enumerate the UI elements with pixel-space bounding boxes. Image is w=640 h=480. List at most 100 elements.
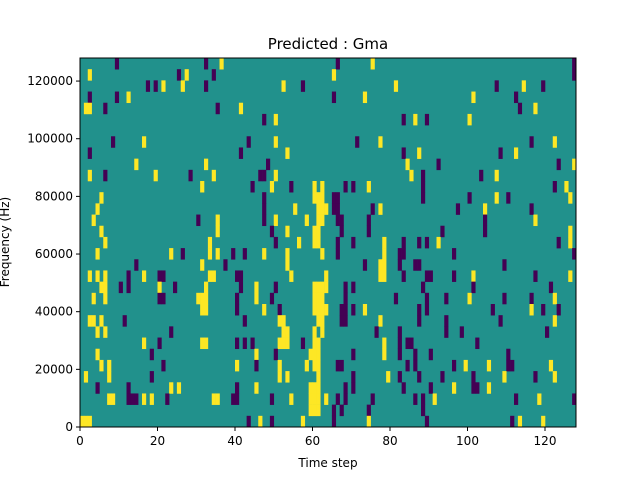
heatmap-cell-positive bbox=[320, 304, 325, 316]
x-tick-label: 20 bbox=[150, 434, 165, 448]
heatmap-cell-positive bbox=[316, 203, 321, 215]
heatmap-cell-positive bbox=[83, 102, 89, 115]
heatmap-cell-negative bbox=[401, 147, 406, 159]
heatmap-cell-positive bbox=[254, 348, 259, 361]
heatmap-cell-positive bbox=[285, 337, 290, 350]
heatmap-cell-positive bbox=[316, 225, 321, 238]
x-tick-label: 120 bbox=[534, 434, 557, 448]
heatmap-cells bbox=[80, 58, 577, 428]
heatmap-cell-positive bbox=[99, 225, 104, 238]
heatmap-cell-positive bbox=[87, 270, 92, 282]
heatmap-cell-negative bbox=[273, 236, 278, 249]
heatmap-cell-positive bbox=[316, 214, 321, 227]
heatmap-cell-positive bbox=[568, 236, 573, 249]
heatmap-cell-negative bbox=[188, 169, 193, 182]
heatmap-cell-positive bbox=[366, 181, 371, 193]
heatmap-cell-negative bbox=[444, 315, 449, 327]
heatmap-cell-negative bbox=[145, 80, 151, 92]
heatmap-cell-negative bbox=[242, 315, 247, 327]
heatmap-cell-positive bbox=[207, 270, 213, 282]
y-tick-label: 100000 bbox=[27, 132, 73, 146]
heatmap-cell-negative bbox=[533, 371, 538, 383]
heatmap-cell-negative bbox=[153, 80, 158, 92]
heatmap-cell-negative bbox=[417, 259, 422, 271]
heatmap-cell-positive bbox=[393, 80, 399, 92]
heatmap-cell-positive bbox=[215, 248, 220, 260]
heatmap-cell-negative bbox=[436, 158, 441, 171]
heatmap-cell-negative bbox=[238, 270, 244, 282]
heatmap-cell-negative bbox=[572, 248, 577, 260]
y-axis-ticks: 0 20000 40000 60000 80000 100000 120000 bbox=[27, 74, 80, 434]
heatmap-cell-positive bbox=[254, 281, 259, 294]
heatmap-cell-positive bbox=[103, 236, 108, 249]
heatmap-cell-negative bbox=[529, 203, 534, 215]
heatmap-cell-negative bbox=[289, 181, 294, 193]
heatmap-cell-negative bbox=[510, 415, 515, 428]
heatmap-cell-positive bbox=[382, 259, 387, 271]
heatmap-cell-negative bbox=[335, 236, 340, 249]
heatmap-cell-negative bbox=[370, 393, 375, 405]
heatmap-cell-positive bbox=[200, 292, 205, 305]
heatmap-cell-negative bbox=[204, 58, 209, 70]
heatmap-cell-negative bbox=[502, 259, 507, 271]
heatmap-cell-negative bbox=[126, 393, 131, 405]
heatmap-cell-negative bbox=[95, 382, 100, 394]
heatmap-cell-negative bbox=[351, 236, 356, 249]
heatmap-cell-positive bbox=[134, 158, 139, 171]
heatmap-cell-negative bbox=[572, 393, 577, 405]
heatmap-cell-positive bbox=[87, 69, 92, 81]
heatmap-cell-negative bbox=[428, 382, 433, 394]
heatmap-cell-negative bbox=[517, 102, 523, 115]
heatmap-cell-negative bbox=[262, 203, 267, 215]
heatmap-cell-positive bbox=[277, 371, 282, 383]
heatmap-cell-negative bbox=[351, 281, 356, 294]
heatmap-cell-positive bbox=[207, 236, 213, 249]
heatmap-cell-positive bbox=[568, 192, 573, 204]
heatmap-cell-negative bbox=[424, 304, 430, 316]
heatmap-cell-positive bbox=[103, 326, 108, 338]
heatmap-cell-positive bbox=[312, 192, 317, 204]
heatmap-cell-negative bbox=[134, 259, 139, 271]
heatmap-cell-positive bbox=[541, 415, 546, 428]
heatmap-cell-negative bbox=[545, 326, 550, 338]
heatmap-cell-positive bbox=[382, 348, 387, 361]
heatmap-cell-positive bbox=[324, 304, 329, 316]
heatmap-cell-positive bbox=[548, 359, 554, 372]
heatmap-cell-positive bbox=[83, 415, 89, 428]
heatmap-cell-negative bbox=[471, 281, 476, 294]
heatmap-cell-negative bbox=[335, 192, 340, 204]
heatmap-cell-negative bbox=[331, 192, 337, 204]
heatmap-cell-negative bbox=[424, 113, 430, 126]
heatmap-cell-negative bbox=[413, 259, 418, 271]
heatmap-cell-negative bbox=[262, 214, 267, 227]
heatmap-cell-positive bbox=[300, 415, 306, 428]
heatmap-cell-positive bbox=[529, 304, 534, 316]
heatmap-cell-positive bbox=[281, 315, 286, 327]
heatmap-cell-positive bbox=[324, 203, 329, 215]
x-tick-label: 80 bbox=[382, 434, 397, 448]
heatmap-cell-positive bbox=[378, 136, 383, 148]
heatmap-cell-positive bbox=[382, 270, 387, 282]
heatmap-cell-positive bbox=[564, 181, 569, 193]
heatmap-cell-positive bbox=[107, 371, 112, 383]
heatmap-cell-positive bbox=[91, 292, 96, 305]
heatmap-cell-negative bbox=[366, 225, 371, 238]
heatmap-cell-positive bbox=[95, 326, 100, 338]
y-tick-label: 60000 bbox=[35, 247, 73, 261]
heatmap-cell-negative bbox=[273, 348, 278, 361]
heatmap-cell-positive bbox=[204, 304, 209, 316]
heatmap-cell-negative bbox=[335, 359, 340, 372]
heatmap-cell-negative bbox=[173, 281, 178, 294]
heatmap-cell-positive bbox=[161, 80, 166, 92]
heatmap-cell-negative bbox=[118, 281, 123, 294]
heatmap-cell-positive bbox=[215, 214, 220, 227]
heatmap-cell-negative bbox=[351, 382, 356, 394]
heatmap-cell-negative bbox=[266, 158, 271, 171]
heatmap-cell-positive bbox=[312, 393, 317, 405]
heatmap-cell-negative bbox=[498, 315, 503, 327]
heatmap-cell-negative bbox=[490, 304, 495, 316]
heatmap-cell-positive bbox=[87, 102, 92, 115]
heatmap-cell-positive bbox=[215, 225, 220, 238]
heatmap-cell-negative bbox=[556, 158, 561, 171]
